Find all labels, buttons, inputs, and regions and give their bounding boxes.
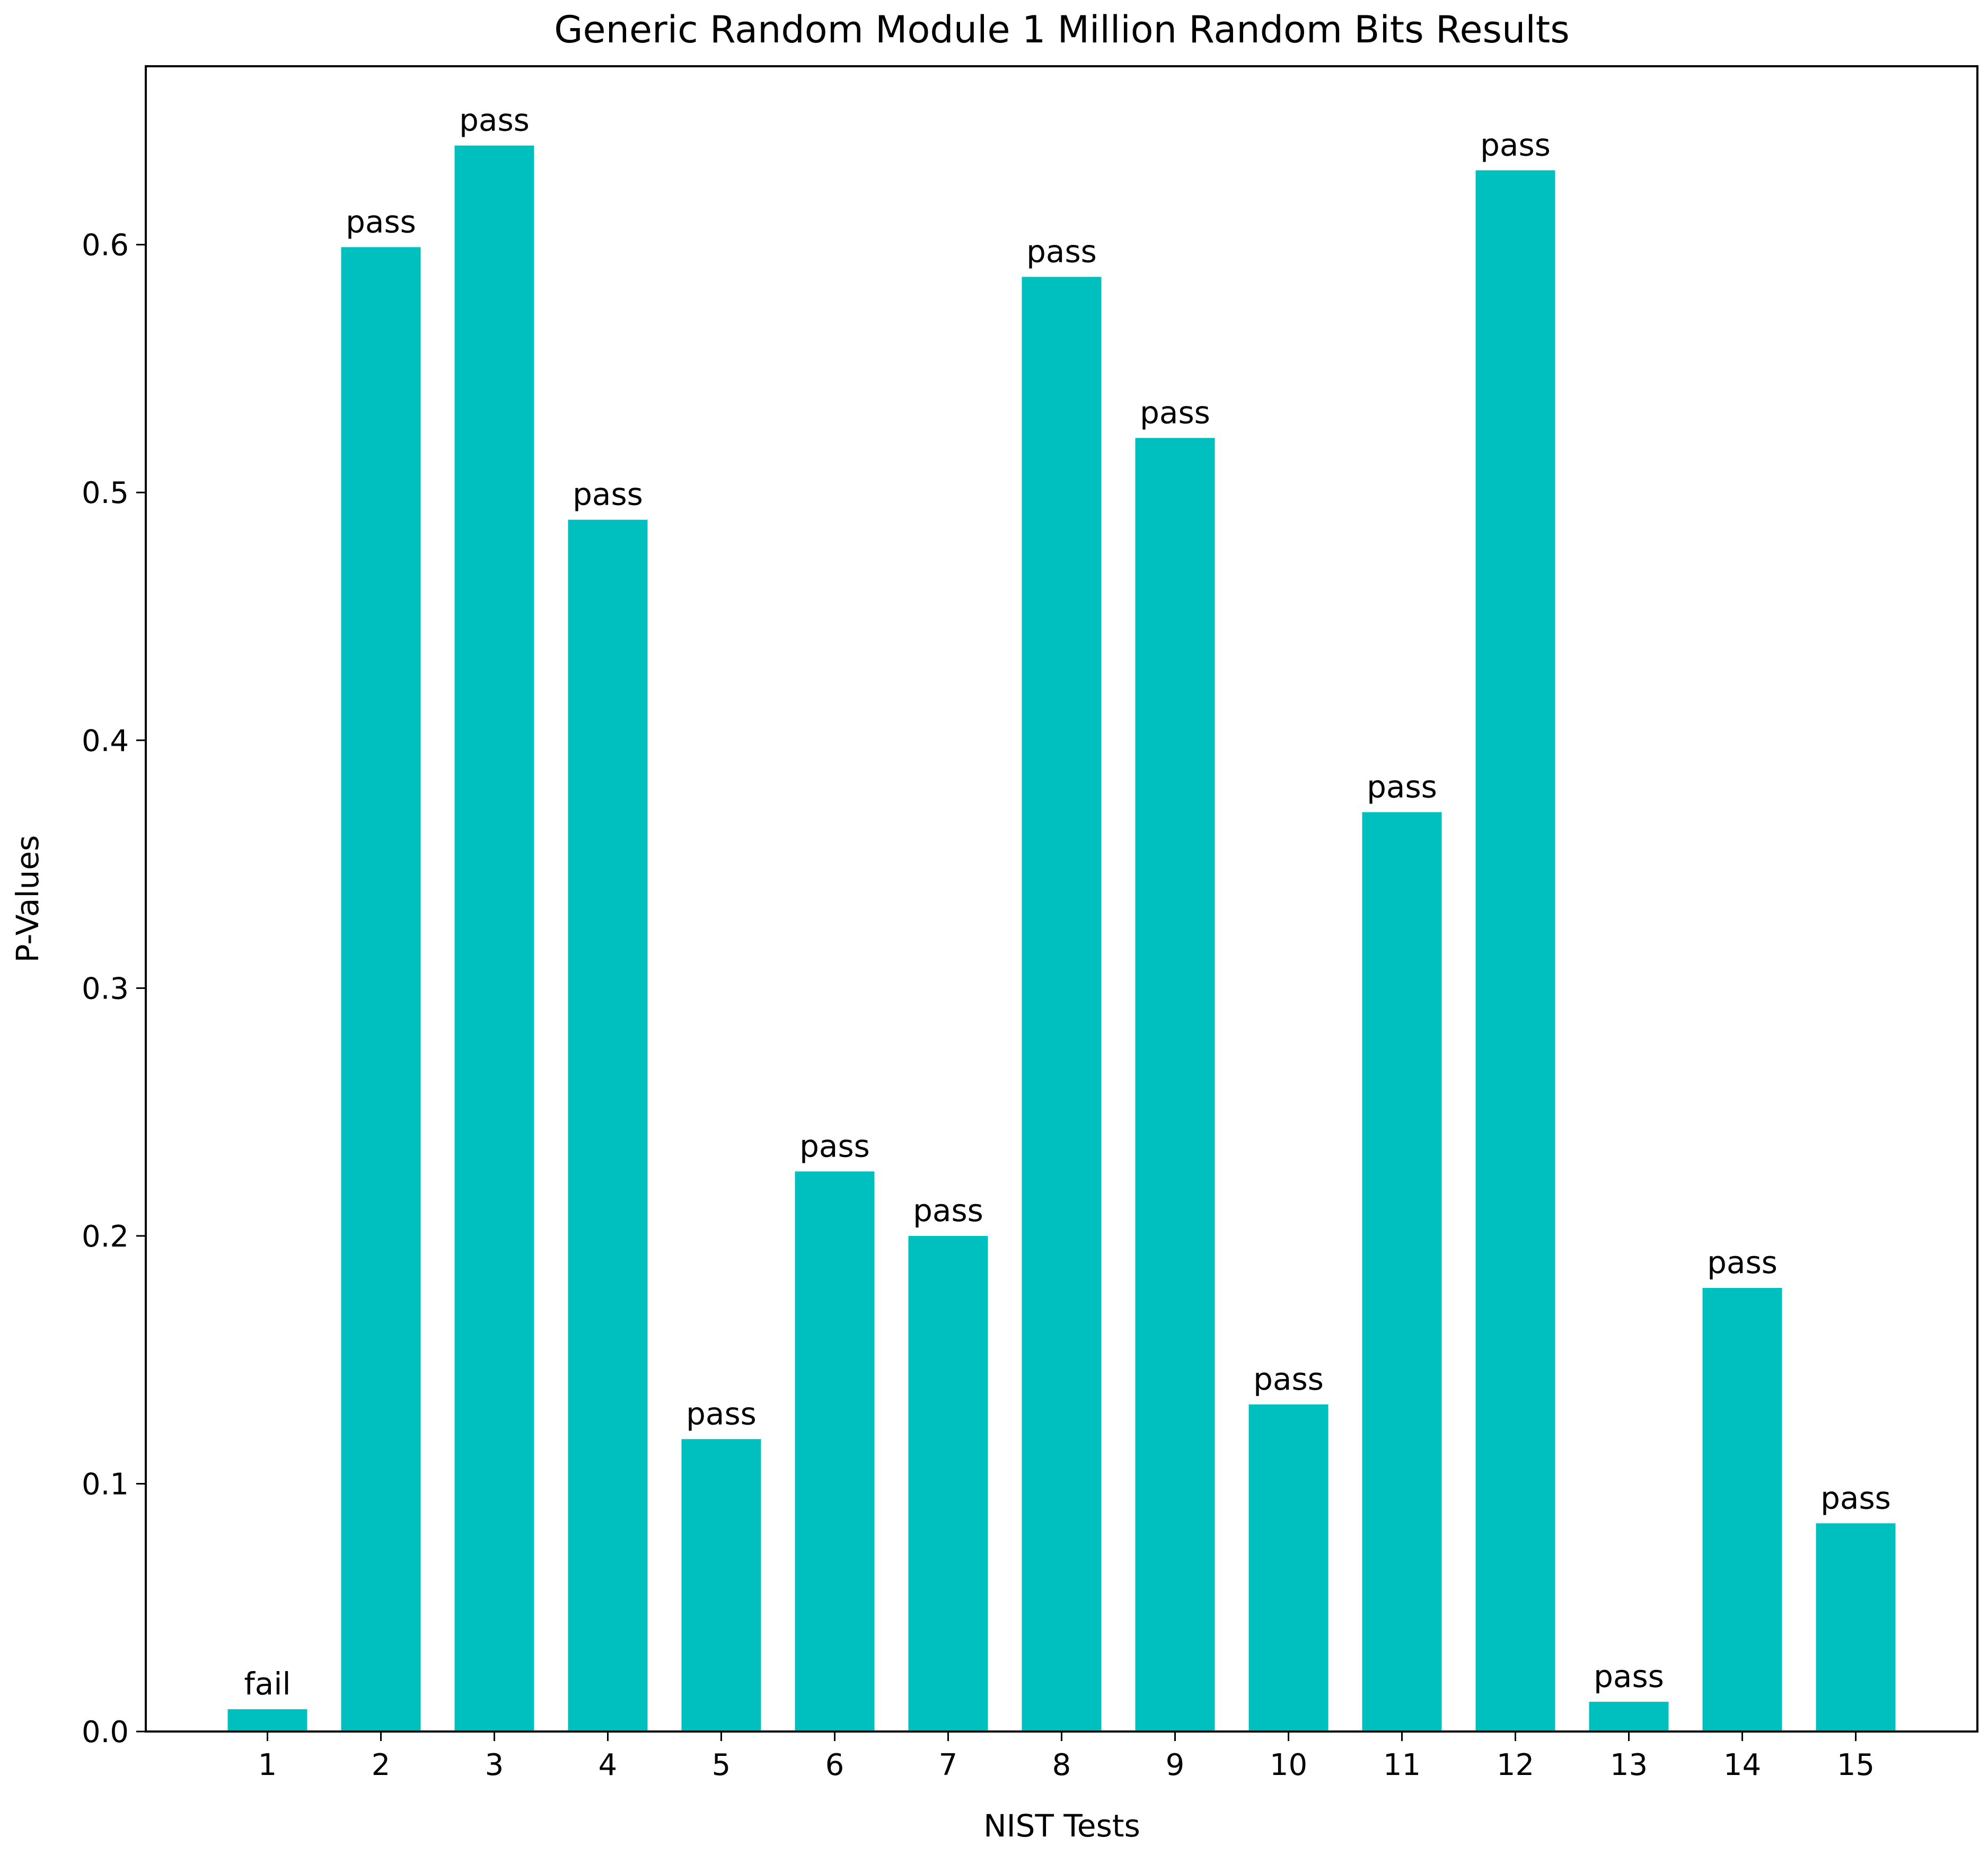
bar-test-3 (454, 145, 534, 1732)
bar-label-test-12: pass (1480, 127, 1551, 163)
bar-label-test-4: pass (573, 476, 643, 513)
y-tick-label: 0.2 (82, 1220, 129, 1254)
bar-label-test-7: pass (913, 1192, 983, 1229)
x-tick-label: 4 (599, 1748, 618, 1782)
bar-test-15 (1816, 1523, 1896, 1732)
x-tick-label: 3 (485, 1748, 504, 1782)
bar-test-4 (568, 519, 648, 1732)
bar-test-9 (1135, 438, 1215, 1732)
x-tick-label: 1 (258, 1748, 277, 1782)
bar-label-test-14: pass (1707, 1244, 1778, 1280)
x-tick-label: 13 (1610, 1748, 1648, 1782)
bar-label-test-3: pass (459, 102, 530, 138)
x-axis-label: NIST Tests (983, 1808, 1140, 1844)
x-tick-label: 7 (939, 1748, 958, 1782)
y-tick-label: 0.0 (82, 1715, 129, 1750)
bar-test-2 (341, 247, 421, 1732)
x-tick-label: 15 (1837, 1748, 1875, 1782)
bar-test-1 (227, 1709, 307, 1732)
bar-test-11 (1362, 812, 1442, 1732)
plot-frame (145, 65, 1978, 1733)
bar-test-14 (1702, 1288, 1782, 1732)
bar-test-13 (1589, 1701, 1669, 1732)
plot-area: fail 1 pass 2 pass 3 pass 4 pass 5 pass 6 pass 7 pass 8… (82, 102, 1896, 1782)
bar-label-test-9: pass (1140, 394, 1210, 430)
bar-label-test-5: pass (686, 1395, 757, 1432)
bar-test-12 (1475, 170, 1555, 1732)
y-tick-label: 0.6 (82, 228, 129, 263)
y-tick-label: 0.4 (82, 724, 129, 758)
bar-label-test-11: pass (1367, 768, 1437, 805)
bar-label-test-6: pass (799, 1128, 870, 1164)
bar-test-10 (1248, 1404, 1329, 1732)
x-tick-label: 12 (1497, 1748, 1534, 1782)
y-tick-label: 0.5 (82, 476, 129, 510)
y-tick-label: 0.3 (82, 971, 129, 1006)
bar-label-test-2: pass (346, 204, 416, 240)
y-axis-label: P-Values (10, 835, 46, 963)
bar-label-test-1: fail (244, 1666, 291, 1702)
x-tick-label: 5 (712, 1748, 731, 1782)
bar-label-test-10: pass (1253, 1361, 1324, 1397)
x-tick-label: 2 (372, 1748, 391, 1782)
bar-label-test-8: pass (1026, 233, 1097, 269)
y-tick-label: 0.1 (82, 1467, 129, 1501)
x-tick-label: 11 (1383, 1748, 1421, 1782)
bar-test-5 (681, 1439, 761, 1732)
bar-label-test-15: pass (1820, 1480, 1891, 1516)
bar-test-7 (908, 1235, 988, 1732)
bar-label-test-13: pass (1594, 1658, 1664, 1694)
x-tick-label: 6 (825, 1748, 845, 1782)
bar-test-6 (795, 1171, 875, 1732)
x-tick-label: 14 (1723, 1748, 1761, 1782)
x-tick-label: 9 (1166, 1748, 1185, 1782)
x-tick-label: 8 (1052, 1748, 1071, 1782)
x-tick-label: 10 (1270, 1748, 1307, 1782)
chart-title: Generic Random Module 1 Million Random B… (554, 8, 1569, 51)
bar-test-8 (1022, 277, 1102, 1732)
